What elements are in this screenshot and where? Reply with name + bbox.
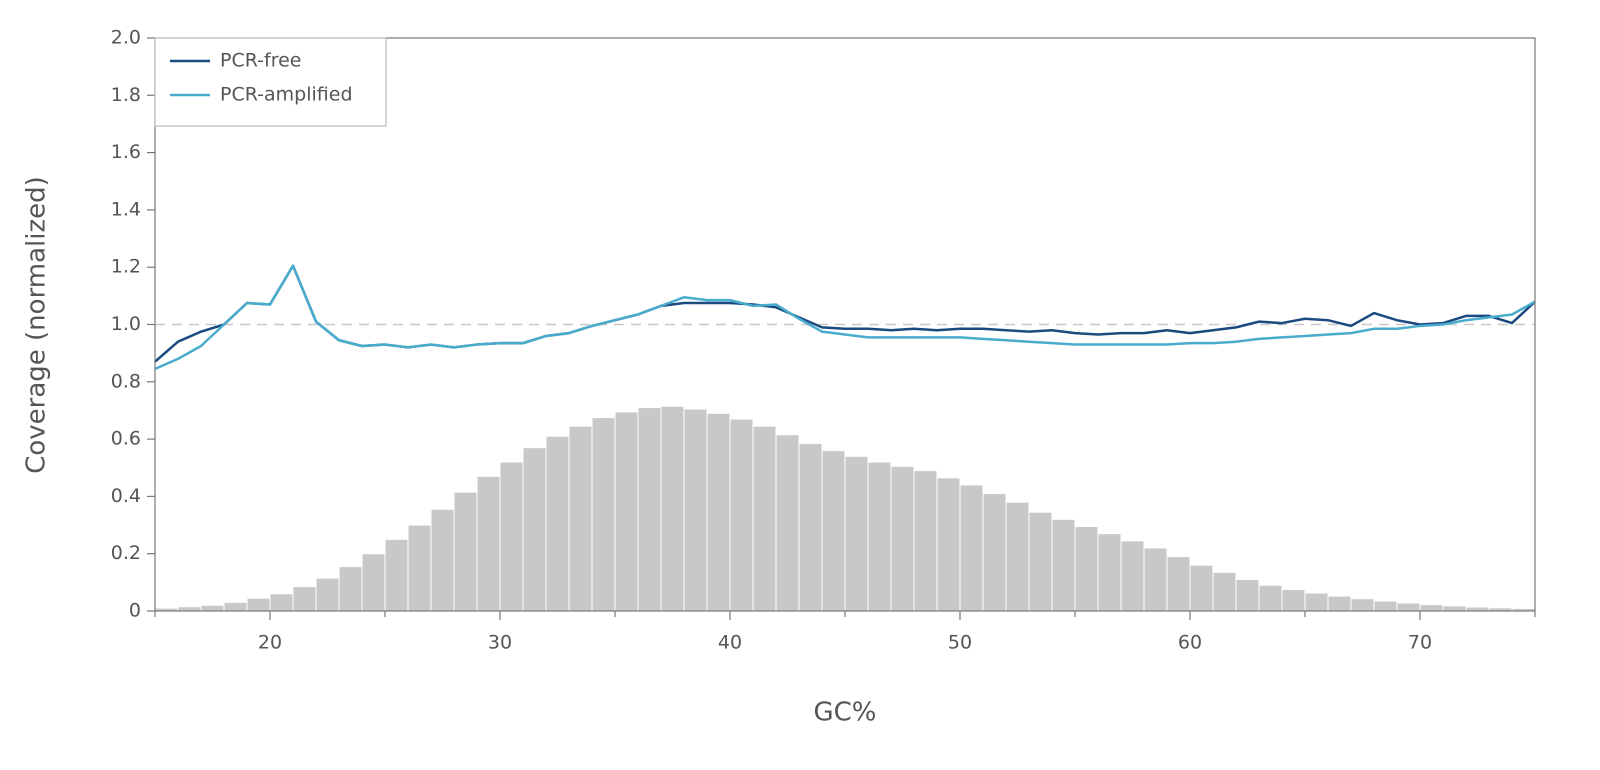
histogram-bar [959, 484, 984, 612]
histogram-bar [1074, 525, 1099, 612]
histogram-bar [982, 493, 1007, 612]
histogram-bar [683, 408, 708, 612]
histogram-bar [361, 553, 386, 612]
histogram-bar [614, 411, 639, 612]
histogram-bar [338, 566, 363, 612]
histogram-bar [200, 604, 225, 612]
histogram-bar [292, 586, 317, 612]
y-tick-label: 2.0 [111, 27, 141, 49]
histogram-bar [1396, 602, 1421, 612]
histogram-bar [177, 606, 202, 612]
y-tick-label: 1.6 [111, 141, 141, 163]
histogram-bar [867, 461, 892, 612]
x-tick-label: 60 [1178, 632, 1202, 654]
histogram-bar [1097, 533, 1122, 612]
y-tick-label: 1.4 [111, 198, 141, 220]
y-tick-label: 0.2 [111, 542, 141, 564]
histogram-bar [1442, 605, 1467, 612]
x-tick-label: 50 [948, 632, 972, 654]
y-tick-label: 0.8 [111, 370, 141, 392]
histogram-bar [1350, 598, 1375, 612]
histogram-bar [1281, 589, 1306, 612]
x-axis-label: GC% [813, 698, 876, 728]
histogram-bar [430, 508, 455, 612]
histogram-bar [752, 425, 777, 612]
histogram-bar [936, 477, 961, 612]
histogram-bar [1143, 547, 1168, 612]
y-tick-label: 0.4 [111, 485, 141, 507]
series-line [154, 264, 1536, 363]
histogram-bar [1373, 600, 1398, 612]
y-tick-label: 1.2 [111, 256, 141, 278]
histogram-bar [890, 465, 915, 612]
histogram-bar [269, 593, 294, 612]
legend-label: PCR-amplified [220, 84, 353, 106]
x-tick-label: 20 [258, 632, 282, 654]
histogram-bar [1028, 511, 1053, 612]
histogram-bar [1005, 501, 1030, 612]
histogram-bar [1166, 556, 1191, 612]
histogram-bar [1120, 540, 1145, 612]
x-tick-label: 40 [718, 632, 742, 654]
y-axis-label: Coverage (normalized) [22, 176, 52, 474]
histogram-bar [706, 412, 731, 612]
series-line [154, 264, 1536, 371]
histogram-bar [568, 425, 593, 612]
histogram-bar [223, 601, 248, 612]
y-tick-label: 0.6 [111, 428, 141, 450]
histogram-bar [775, 434, 800, 612]
y-tick-label: 0 [129, 600, 141, 622]
histogram-bar [545, 435, 570, 612]
histogram-bar [1235, 578, 1260, 612]
histogram-bar [821, 450, 846, 612]
histogram-bar [1189, 564, 1214, 612]
histogram-bar [522, 447, 547, 612]
x-tick-label: 70 [1408, 632, 1432, 654]
histogram-bar [1419, 604, 1444, 612]
legend-box [154, 37, 387, 127]
histogram-bar [729, 418, 754, 612]
histogram-bar [1051, 518, 1076, 612]
histogram-bar [384, 538, 409, 612]
histogram-bar [591, 417, 616, 612]
histogram-bar [798, 442, 823, 612]
histogram-bar [637, 407, 662, 612]
histogram-bar [1258, 584, 1283, 612]
histogram-bar [660, 405, 685, 612]
y-tick-label: 1.0 [111, 313, 141, 335]
histogram-bar [315, 577, 340, 612]
histogram-bar [453, 491, 478, 612]
histogram-bar [407, 524, 432, 612]
histogram-bar [1327, 595, 1352, 612]
histogram-bar [844, 455, 869, 612]
y-tick-label: 1.8 [111, 84, 141, 106]
histogram-bar [1465, 606, 1490, 612]
histogram-bar [913, 470, 938, 612]
histogram-bar [499, 461, 524, 612]
histogram-bar [1212, 571, 1237, 612]
x-tick-label: 30 [488, 632, 512, 654]
histogram-bar [476, 475, 501, 612]
legend-label: PCR-free [220, 50, 301, 72]
histogram-bar [1304, 592, 1329, 612]
histogram-bar [246, 597, 271, 612]
